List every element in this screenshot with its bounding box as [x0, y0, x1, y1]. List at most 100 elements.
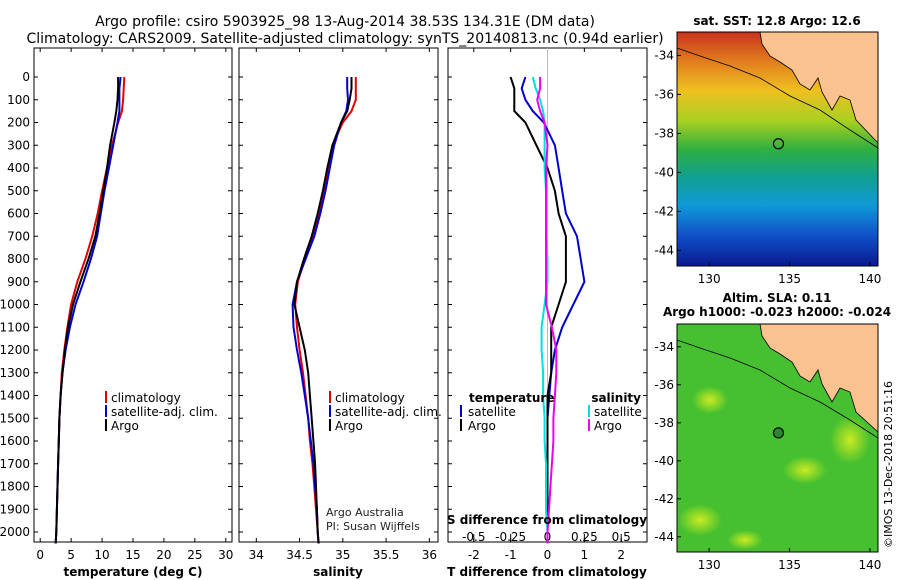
- x-tick-label: -2: [468, 548, 480, 562]
- figure-title-line2: Climatology: CARS2009. Satellite-adjuste…: [26, 31, 663, 47]
- sla-map-title-line2: Argo h1000: -0.023 h2000: -0.024: [663, 305, 891, 319]
- lon-tick-label: 140: [859, 558, 882, 572]
- salinity-axis-label: salinity: [313, 565, 363, 579]
- lon-tick-label: 130: [698, 272, 721, 286]
- lat-tick-label: -36: [654, 87, 674, 101]
- legend-label-argo: Argo: [335, 419, 363, 433]
- x-tick-label: 1: [581, 548, 589, 562]
- x-tick-label: 2: [617, 548, 625, 562]
- sla-map: Altim. SLA: 0.11 Argo h1000: -0.023 h200…: [654, 291, 891, 572]
- legend-label-t-argo: Argo: [468, 419, 496, 433]
- depth-tick-label: 1900: [0, 502, 30, 516]
- s-difference-ticks: -0.5-0.2500.250.5: [462, 530, 631, 544]
- lat-tick-label: -40: [654, 454, 674, 468]
- lat-tick-label: -38: [654, 416, 674, 430]
- legend-label-argo: Argo: [111, 419, 139, 433]
- lat-tick-label: -38: [654, 126, 674, 140]
- depth-tick-label: 800: [7, 252, 30, 266]
- sst-map-ticks: 130 135 140 -34 -36 -38 -40 -42 -44: [654, 48, 881, 286]
- series-line-salinity-argo: [536, 77, 558, 544]
- lon-tick-label: 130: [698, 558, 721, 572]
- lat-tick-label: -40: [654, 165, 674, 179]
- temperature-plot-area: [33, 47, 233, 543]
- legend-label-satellite: satellite-adj. clim.: [335, 405, 442, 419]
- depth-tick-label: 400: [7, 161, 30, 175]
- depth-tick-label: 1600: [0, 434, 30, 448]
- sst-map: sat. SST: 12.8 Argo: 12.6 130 135 14: [654, 14, 881, 286]
- salinity-plot-area: [238, 47, 439, 543]
- lat-tick-label: -34: [654, 340, 674, 354]
- depth-tick-label: 300: [7, 138, 30, 152]
- depth-tick-label: 0: [22, 70, 30, 84]
- legend-label-satellite: satellite-adj. clim.: [111, 405, 218, 419]
- s-tick-label: 0.25: [571, 530, 598, 544]
- x-tick-label: 36: [422, 548, 437, 562]
- lat-tick-label: -42: [654, 204, 674, 218]
- lon-tick-label: 140: [859, 272, 882, 286]
- x-tick-label: 10: [94, 548, 109, 562]
- sst-map-frame: [676, 31, 879, 267]
- sst-land: [759, 31, 879, 144]
- sla-anomaly-blob: [678, 504, 722, 536]
- depth-tick-label: 900: [7, 275, 30, 289]
- s-tick-label: -0.5: [462, 530, 485, 544]
- sla-anomaly-blob: [692, 386, 728, 414]
- imos-credit: ©IMOS 13-Dec-2018 20:51:16: [882, 381, 895, 548]
- depth-tick-label: 1400: [0, 389, 30, 403]
- x-tick-label: 15: [125, 548, 140, 562]
- s-difference-axis-label: S difference from climatology: [447, 513, 647, 527]
- s-tick-label: -0.25: [495, 530, 526, 544]
- x-tick-label: 5: [67, 548, 75, 562]
- temperature-legend: climatology satellite-adj. clim. Argo: [105, 391, 218, 433]
- difference-legend: temperature satellite Argo salinity sate…: [460, 391, 642, 433]
- depth-tick-label: 600: [7, 207, 30, 221]
- lat-tick-label: -42: [654, 492, 674, 506]
- salinity-depth-ticks: [239, 76, 438, 533]
- difference-depth-ticks: [448, 76, 647, 533]
- temperature-panel: 0100200300400500600700800900100011001200…: [0, 47, 233, 579]
- series-line-argo: [293, 77, 353, 544]
- legend-label-climatology: climatology: [335, 391, 405, 405]
- x-tick-label: 25: [187, 548, 202, 562]
- temperature-lines: [54, 76, 126, 544]
- x-tick-label: 34.5: [286, 548, 313, 562]
- sst-map-title: sat. SST: 12.8 Argo: 12.6: [693, 14, 860, 28]
- lat-tick-label: -44: [654, 530, 674, 544]
- legend-label-t-satellite: satellite: [468, 405, 516, 419]
- sla-anomaly-blob: [727, 530, 763, 550]
- x-tick-label: 35: [335, 548, 350, 562]
- sla-profile-marker: [772, 427, 785, 439]
- x-tick-label: 0: [544, 548, 552, 562]
- legend-temperature-header: temperature: [469, 391, 554, 405]
- legend-label-s-argo: Argo: [594, 419, 622, 433]
- sla-land: [759, 323, 879, 433]
- x-tick-label: 0: [36, 548, 44, 562]
- t-difference-axis-label: T difference from climatology: [447, 565, 647, 579]
- depth-tick-label: 500: [7, 184, 30, 198]
- salinity-legend: climatology satellite-adj. clim. Argo: [329, 391, 442, 433]
- depth-tick-label: 1100: [0, 320, 30, 334]
- s-tick-label: 0.5: [612, 530, 631, 544]
- sla-shelf-contour: [676, 339, 879, 439]
- legend-label-climatology: climatology: [111, 391, 181, 405]
- salinity-x-axis: 34 34.5 35 35.5 36: [249, 48, 437, 562]
- depth-tick-label: 1000: [0, 298, 30, 312]
- sst-shelf-contour: [676, 47, 879, 149]
- depth-tick-label: 200: [7, 116, 30, 130]
- sla-map-frame: [676, 323, 879, 553]
- temperature-axis-label: temperature (deg C): [64, 565, 203, 579]
- lat-tick-label: -34: [654, 48, 674, 62]
- lat-tick-label: -36: [654, 378, 674, 392]
- sla-anomaly-blob: [783, 456, 827, 484]
- sla-anomaly-blob: [830, 416, 870, 464]
- depth-tick-label: 100: [7, 93, 30, 107]
- legend-salinity-header: salinity: [591, 391, 641, 405]
- x-tick-label: 30: [218, 548, 233, 562]
- depth-tick-label: 700: [7, 229, 30, 243]
- lat-tick-label: -44: [654, 243, 674, 257]
- lon-tick-label: 135: [778, 558, 801, 572]
- sla-map-ticks: 130 135 140 -34 -36 -38 -40 -42 -44: [654, 340, 881, 572]
- legend-label-s-satellite: satellite: [594, 405, 642, 419]
